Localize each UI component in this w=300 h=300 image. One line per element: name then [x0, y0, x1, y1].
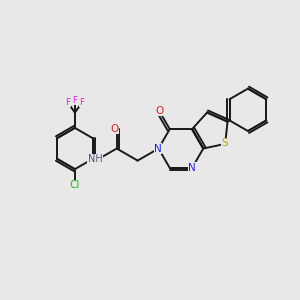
Text: O: O: [110, 124, 118, 134]
Text: F: F: [65, 98, 70, 107]
Text: NH: NH: [88, 154, 103, 164]
Text: S: S: [222, 138, 229, 148]
Text: O: O: [156, 106, 164, 116]
Text: F: F: [72, 96, 77, 105]
Text: N: N: [188, 163, 196, 173]
Text: F: F: [80, 98, 85, 107]
Text: Cl: Cl: [70, 180, 80, 190]
Text: N: N: [154, 143, 162, 154]
